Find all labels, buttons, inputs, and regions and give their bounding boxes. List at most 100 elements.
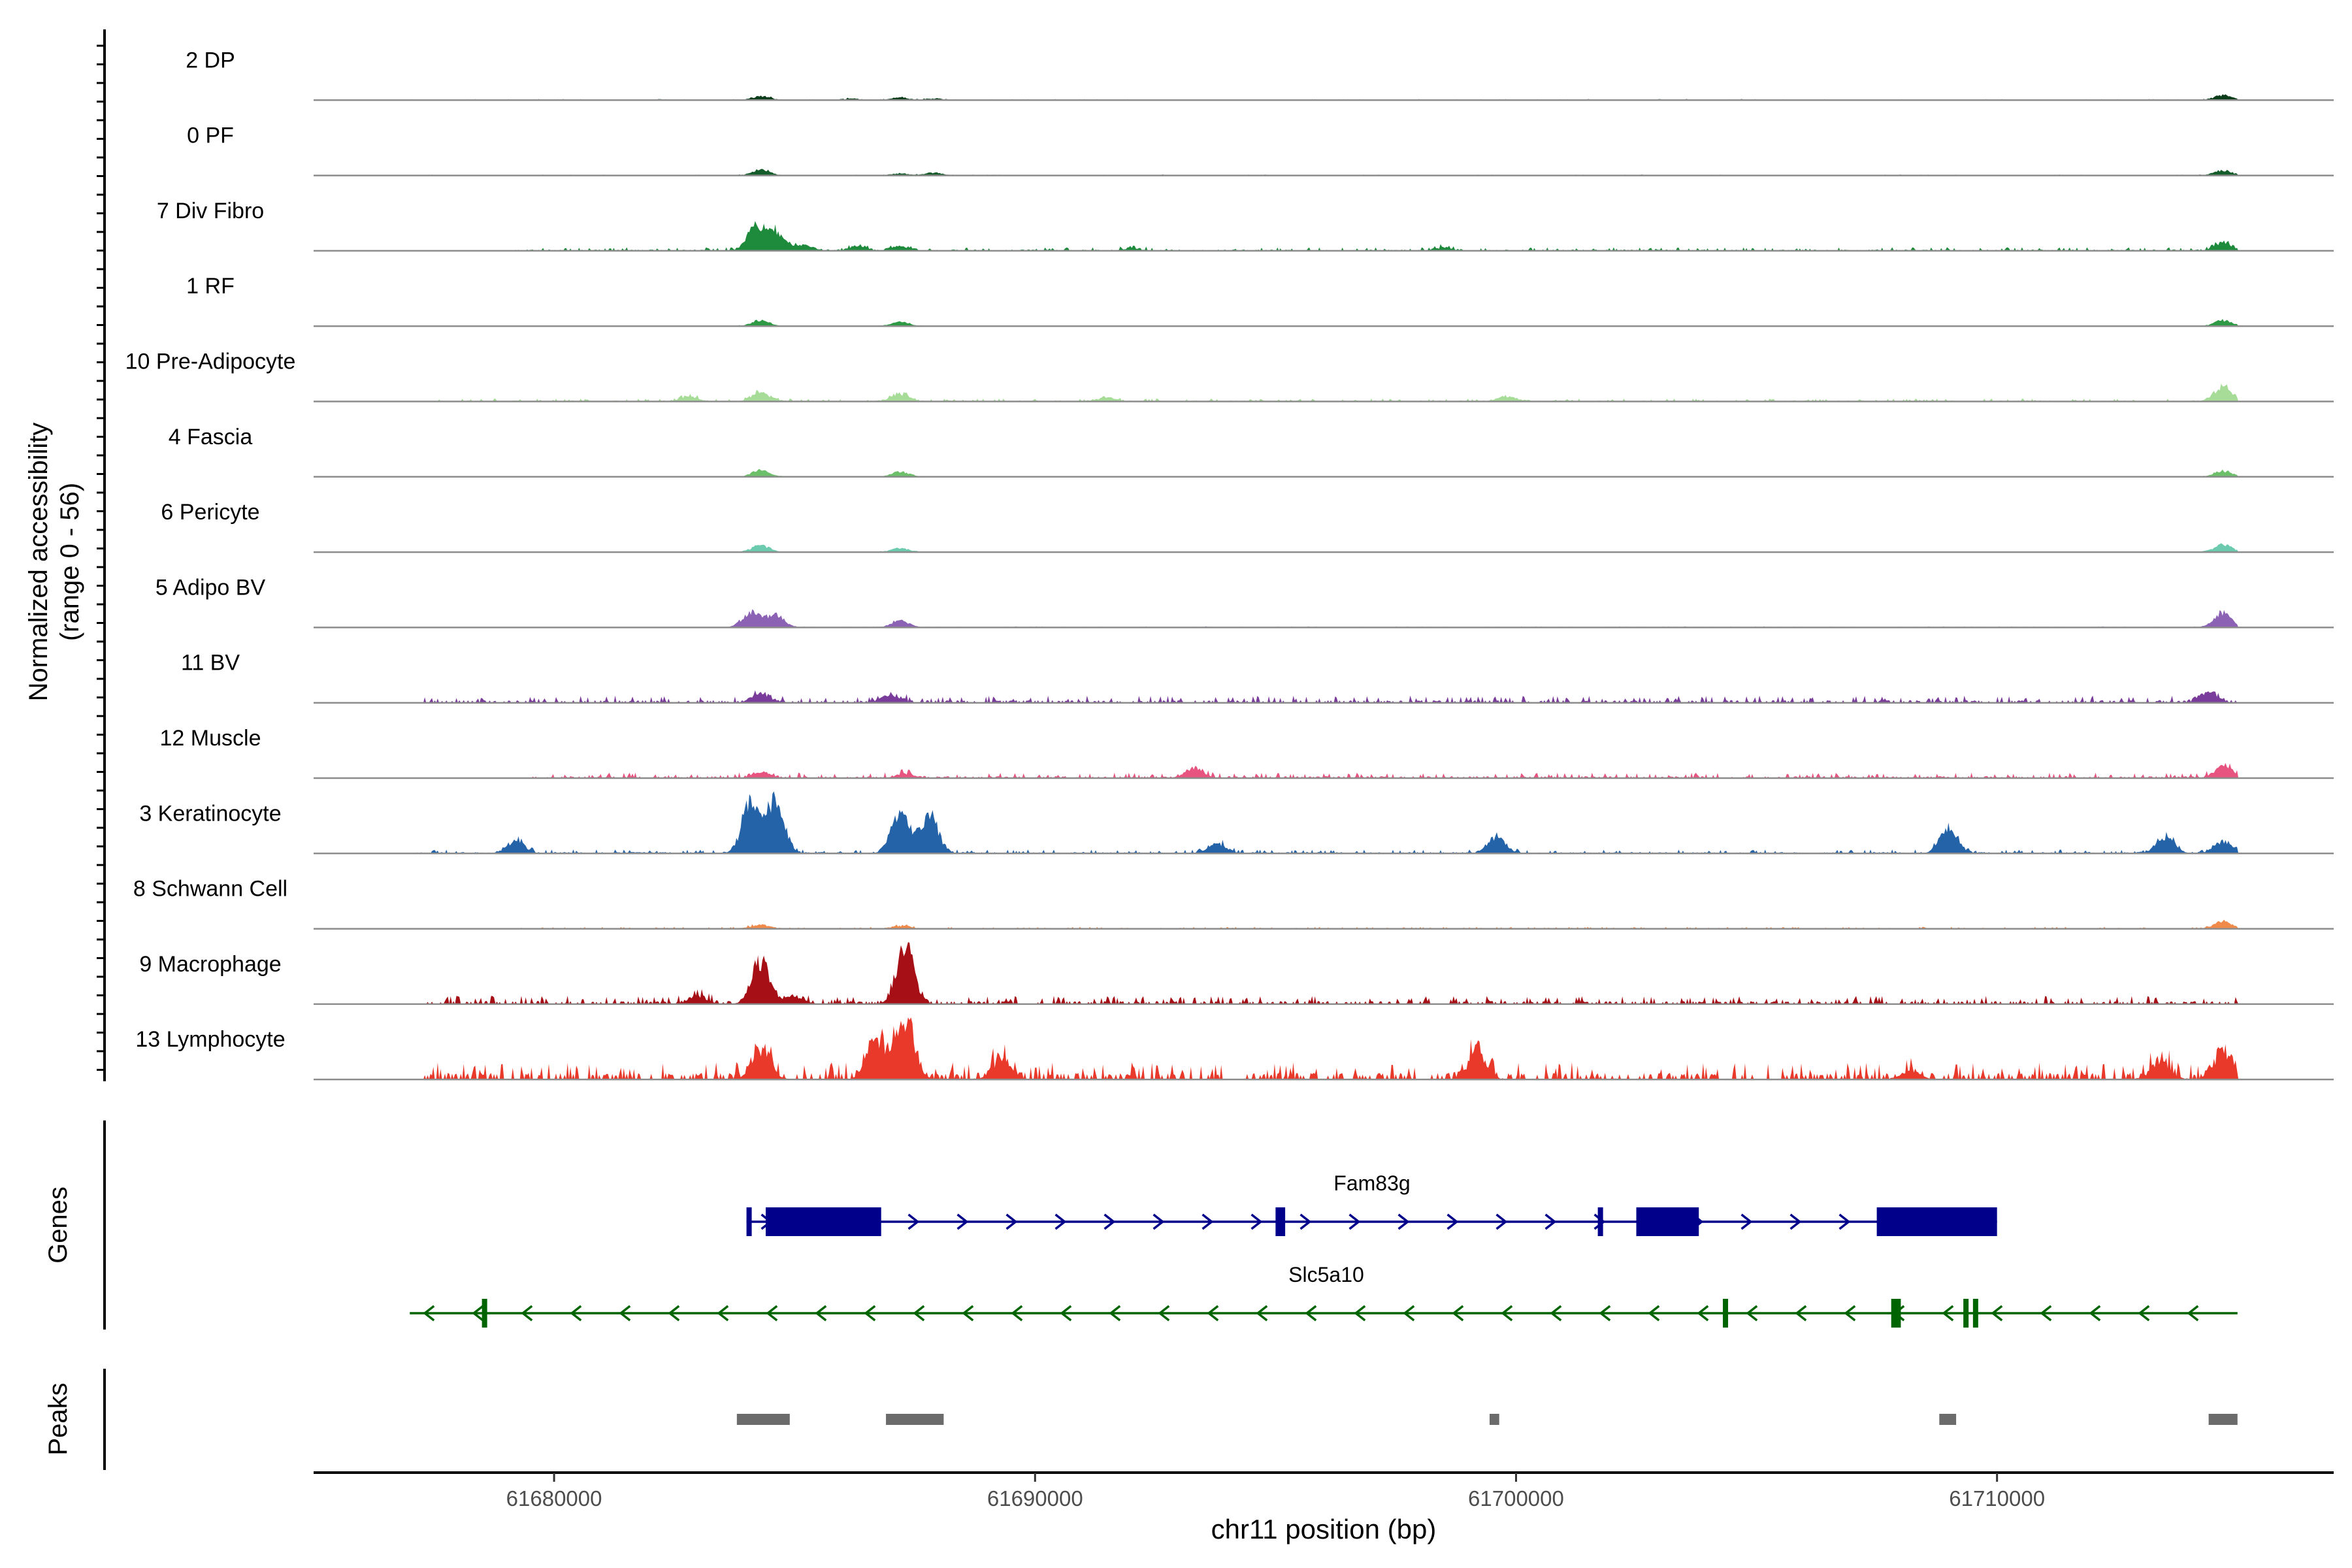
peak-region: [1489, 1414, 1499, 1425]
strand-chevron: [1256, 1305, 1268, 1322]
strand-chevron: [1250, 1213, 1263, 1230]
y-axis-title: Normalized accessibility (range 0 - 56): [24, 423, 84, 702]
strand-chevron: [1299, 1213, 1312, 1230]
strand-chevron: [1403, 1305, 1415, 1322]
strand-chevron: [1795, 1305, 1807, 1322]
strand-chevron: [913, 1305, 925, 1322]
exon: [766, 1207, 881, 1236]
strand-chevron: [907, 1213, 920, 1230]
strand-chevron: [1789, 1213, 1802, 1230]
gene-name: Slc5a10: [1288, 1263, 1364, 1286]
strand-chevron: [1446, 1213, 1459, 1230]
exon: [1723, 1299, 1729, 1328]
coverage-area: [314, 384, 2334, 402]
strand-chevron: [1550, 1305, 1562, 1322]
strand-chevron: [1201, 1213, 1214, 1230]
strand-chevron: [1942, 1305, 1954, 1322]
peaks-track: [736, 1414, 2238, 1425]
coverage-area: [314, 221, 2334, 251]
track-label: 12 Muscle: [160, 726, 261, 751]
strand-chevron: [2089, 1305, 2101, 1322]
strand-chevron: [717, 1305, 729, 1322]
track-4: 10 Pre-Adipocyte: [125, 350, 2334, 402]
track-label: 5 Adipo BV: [155, 575, 266, 600]
exon: [746, 1207, 752, 1236]
track-8: 11 BV: [181, 651, 2334, 704]
strand-chevron: [1103, 1213, 1116, 1230]
strand-chevron: [2138, 1305, 2150, 1322]
track-7: 5 Adipo BV: [155, 575, 2334, 629]
strand-chevron: [1648, 1305, 1660, 1322]
track-label: 11 BV: [181, 651, 240, 676]
strand-chevron: [815, 1305, 827, 1322]
strand-chevron: [521, 1305, 533, 1322]
track-10: 3 Keratinocyte: [139, 791, 2334, 855]
strand-chevron: [1838, 1213, 1851, 1230]
strand-chevron: [570, 1305, 582, 1322]
x-tick-label: 61690000: [987, 1486, 1083, 1511]
track-1: 0 PF: [187, 123, 2334, 176]
track-label: 3 Keratinocyte: [139, 801, 281, 826]
track-label: 0 PF: [187, 123, 234, 148]
track-label: 4 Fascia: [169, 425, 253, 449]
track-label: 7 Div Fibro: [157, 199, 264, 223]
track-6: 6 Pericyte: [161, 500, 2334, 553]
coverage-area: [314, 919, 2334, 929]
strand-chevron: [1452, 1305, 1464, 1322]
coverage-area: [314, 169, 2334, 176]
strand-chevron: [1305, 1305, 1317, 1322]
gene-Slc5a10: Slc5a10: [410, 1263, 2238, 1328]
track-13: 13 Lymphocyte: [135, 1017, 2334, 1081]
exon: [1597, 1207, 1603, 1236]
strand-chevron: [766, 1305, 778, 1322]
peak-region: [1939, 1414, 1957, 1425]
genes-panel-label: Genes: [44, 1186, 73, 1264]
strand-chevron: [1746, 1305, 1758, 1322]
track-9: 12 Muscle: [160, 726, 2334, 779]
strand-chevron: [1158, 1305, 1170, 1322]
exon: [1876, 1207, 1997, 1236]
strand-chevron: [2040, 1305, 2052, 1322]
x-tick-label: 61680000: [506, 1486, 602, 1511]
x-axis-ticks: 61680000 61690000 61700000 61710000: [506, 1473, 2045, 1511]
track-11: 8 Schwann Cell: [133, 877, 2334, 930]
track-label: 9 Macrophage: [139, 952, 281, 977]
y-axis-title-line1: Normalized accessibility: [24, 423, 53, 702]
strand-chevron: [1740, 1213, 1753, 1230]
strand-chevron: [1109, 1305, 1121, 1322]
peak-region: [2208, 1414, 2238, 1425]
track-label: 10 Pre-Adipocyte: [125, 350, 296, 374]
strand-chevron: [423, 1305, 435, 1322]
x-axis-title: chr11 position (bp): [1211, 1514, 1437, 1544]
track-label: 8 Schwann Cell: [133, 877, 287, 902]
strand-chevron: [962, 1305, 974, 1322]
track-label: 2 DP: [186, 48, 235, 73]
track-2: 7 Div Fibro: [157, 199, 2334, 252]
y-axis-title-line2: (range 0 - 56): [56, 483, 84, 641]
coverage-area: [314, 94, 2334, 101]
coverage-y-ticks: [97, 44, 105, 1071]
strand-chevron: [619, 1305, 631, 1322]
strand-chevron: [1599, 1305, 1611, 1322]
coverage-area: [314, 690, 2334, 703]
track-0: 2 DP: [186, 48, 2334, 101]
coverage-area: [314, 1017, 2334, 1080]
coverage-area: [314, 319, 2334, 327]
peak-region: [886, 1414, 944, 1425]
exon: [1972, 1299, 1978, 1328]
exon: [1636, 1207, 1699, 1236]
coverage-area: [314, 791, 2334, 854]
gene-name: Fam83g: [1333, 1171, 1410, 1195]
strand-chevron: [1348, 1213, 1361, 1230]
strand-chevron: [1495, 1213, 1508, 1230]
track-label: 13 Lymphocyte: [135, 1027, 285, 1052]
exon: [482, 1299, 487, 1328]
exon: [1891, 1299, 1901, 1328]
strand-chevron: [956, 1213, 969, 1230]
peak-region: [736, 1414, 790, 1425]
strand-chevron: [472, 1305, 484, 1322]
strand-chevron: [1005, 1213, 1018, 1230]
strand-chevron: [864, 1305, 876, 1322]
strand-chevron: [1207, 1305, 1219, 1322]
